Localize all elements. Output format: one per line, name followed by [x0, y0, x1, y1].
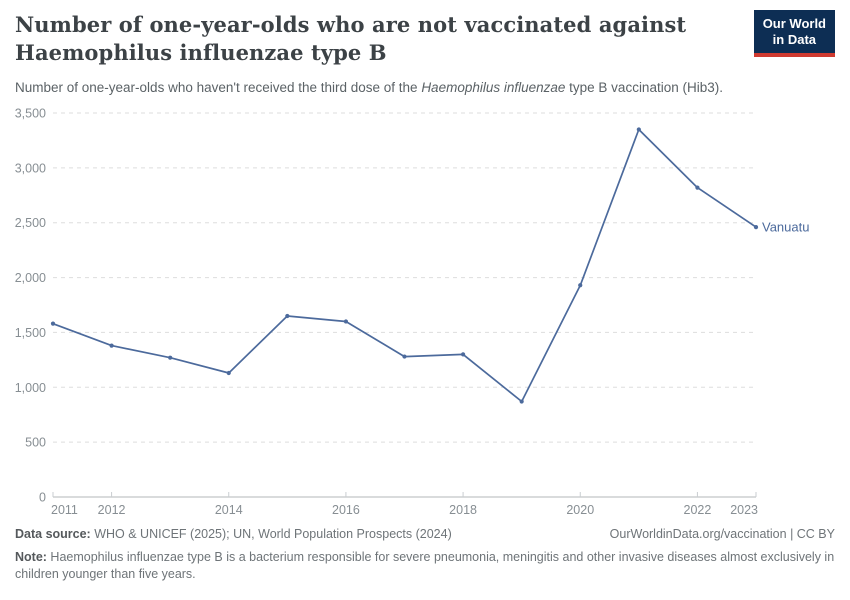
note-label: Note: — [15, 550, 47, 564]
data-point[interactable] — [50, 321, 56, 326]
data-point[interactable] — [460, 352, 466, 357]
logo-line1: Our World — [762, 16, 826, 31]
data-point[interactable] — [285, 313, 290, 319]
chart-area: 0 500 1,000 1,500 2,000 2,500 3,000 3,500 2011 20… — [0, 95, 850, 520]
subtitle-post: type B vaccination (Hib3). — [565, 80, 723, 95]
data-point[interactable] — [109, 343, 114, 348]
y-tick-label: 2,000 — [15, 271, 46, 285]
y-tick-label: 1,000 — [15, 381, 46, 395]
x-tick-label: 2018 — [449, 503, 477, 517]
data-point[interactable] — [695, 185, 700, 190]
x-tick-label: 2011 — [51, 503, 78, 517]
y-tick-label: 500 — [25, 436, 46, 450]
y-tick-label: 1,500 — [15, 326, 46, 340]
subtitle-italic: Haemophilus influenzae — [421, 80, 566, 95]
data-source-label: Data source: — [15, 527, 91, 541]
x-tick-label: 2023 — [730, 503, 758, 517]
data-source: Data source: WHO & UNICEF (2025); UN, Wo… — [15, 526, 452, 543]
x-tick-label: 2012 — [98, 503, 126, 517]
data-point[interactable] — [578, 283, 583, 288]
data-point[interactable] — [636, 127, 641, 132]
x-tick-label: 2022 — [684, 503, 712, 517]
data-point[interactable] — [519, 399, 524, 404]
title-line1: Number of one-year-olds who are not vacc… — [15, 12, 687, 37]
chart-note: Note: Haemophilus influenzae type B is a… — [15, 549, 835, 583]
note-text: Haemophilus influenzae type B is a bacte… — [15, 550, 835, 581]
x-tick-label: 2016 — [332, 503, 360, 517]
logo-accent-bar — [753, 53, 835, 57]
chart-footer: Data source: WHO & UNICEF (2025); UN, Wo… — [15, 526, 835, 583]
data-point[interactable] — [402, 354, 407, 359]
subtitle-pre: Number of one-year-olds who haven't rece… — [15, 80, 422, 95]
data-point[interactable] — [168, 355, 173, 360]
series-label-vanuatu[interactable]: Vanuatu — [762, 220, 809, 235]
x-tick-label: 2014 — [215, 503, 243, 517]
trend-line[interactable] — [52, 128, 757, 403]
page-title: Number of one-year-olds who are not vacc… — [15, 11, 695, 67]
attribution-link[interactable]: OurWorldinData.org/vaccination | CC BY — [609, 527, 835, 541]
y-tick-label: 0 — [39, 491, 46, 505]
data-point[interactable] — [343, 319, 349, 324]
logo-line2: in Data — [772, 32, 817, 47]
y-tick-label: 3,500 — [15, 107, 46, 121]
chart-subtitle: Number of one-year-olds who haven't rece… — [15, 79, 815, 96]
owid-logo[interactable]: Our World in Data — [753, 10, 835, 57]
data-point[interactable] — [226, 370, 231, 376]
x-tick-label: 2020 — [566, 503, 594, 517]
chart-canvas: 0 500 1,000 1,500 2,000 2,500 3,000 3,500 2011 20… — [15, 107, 810, 518]
y-tick-label: 3,000 — [15, 161, 46, 175]
title-line2: Haemophilus influenzae type B — [15, 40, 387, 65]
data-source-text: WHO & UNICEF (2025); UN, World Populatio… — [90, 527, 452, 541]
data-point[interactable] — [753, 225, 759, 230]
y-tick-label: 2,500 — [15, 216, 46, 230]
